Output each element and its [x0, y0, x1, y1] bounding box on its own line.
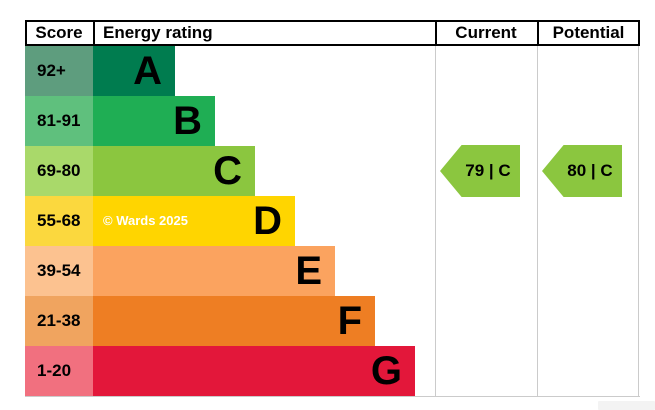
header-divider-current-potential — [537, 20, 539, 46]
rating-letter-d: D — [253, 199, 282, 243]
header-divider-rating-current — [435, 20, 437, 46]
band-row-b: 81-91 B — [25, 96, 640, 146]
score-range-f: 21-38 — [25, 296, 93, 346]
column-divider-right — [638, 46, 639, 396]
rating-bar-b: B — [93, 96, 215, 146]
header-current-label: Current — [455, 23, 517, 42]
score-range-g: 1-20 — [25, 346, 93, 396]
rating-bar-e: E — [93, 246, 335, 296]
score-range-a: 92+ — [25, 46, 93, 96]
rating-letter-e: E — [295, 249, 322, 293]
wards-watermark: © Wards 2025 — [103, 213, 188, 228]
rating-letter-b: B — [173, 99, 202, 143]
score-range-c: 69-80 — [25, 146, 93, 196]
rating-bar-a: A — [93, 46, 175, 96]
header-rating-label: Energy rating — [103, 23, 213, 42]
header-divider-right — [638, 20, 640, 46]
rating-bar-d: D — [93, 196, 295, 246]
band-row-g: 1-20 G — [25, 346, 640, 396]
current-arrow-label: 79 | C — [465, 161, 511, 180]
band-row-c: 69-80 C — [25, 146, 640, 196]
band-row-a: 92+ A — [25, 46, 640, 96]
header-divider-score-rating — [93, 20, 95, 46]
header-potential-label: Potential — [552, 23, 625, 42]
potential-arrow: 80 | C — [542, 145, 622, 197]
rating-bar-f: F — [93, 296, 375, 346]
header-score-label: Score — [35, 23, 83, 42]
rating-letter-a: A — [133, 49, 162, 93]
band-row-f: 21-38 F — [25, 296, 640, 346]
score-range-d: 55-68 — [25, 196, 93, 246]
rating-bar-g: G — [93, 346, 415, 396]
rating-letter-g: G — [370, 349, 402, 393]
table-header: Score Energy rating Current Potential — [25, 20, 640, 46]
rating-bands: 92+ A 81-91 B 69-80 C 55-68 D 39-54 E 21-38 F 1-20 G — [25, 46, 640, 396]
column-divider-current-left — [435, 46, 436, 396]
rating-bar-c: C — [93, 146, 255, 196]
header-divider-left — [25, 20, 27, 46]
potential-arrow-label: 80 | C — [567, 161, 613, 180]
column-divider-potential-left — [537, 46, 538, 396]
rating-letter-f: F — [337, 299, 362, 343]
band-row-d: 55-68 D — [25, 196, 640, 246]
band-row-e: 39-54 E — [25, 246, 640, 296]
score-range-e: 39-54 — [25, 246, 93, 296]
table-bottom-border — [25, 396, 640, 397]
faint-watermark — [598, 401, 655, 410]
rating-letter-c: C — [213, 149, 242, 193]
score-range-b: 81-91 — [25, 96, 93, 146]
